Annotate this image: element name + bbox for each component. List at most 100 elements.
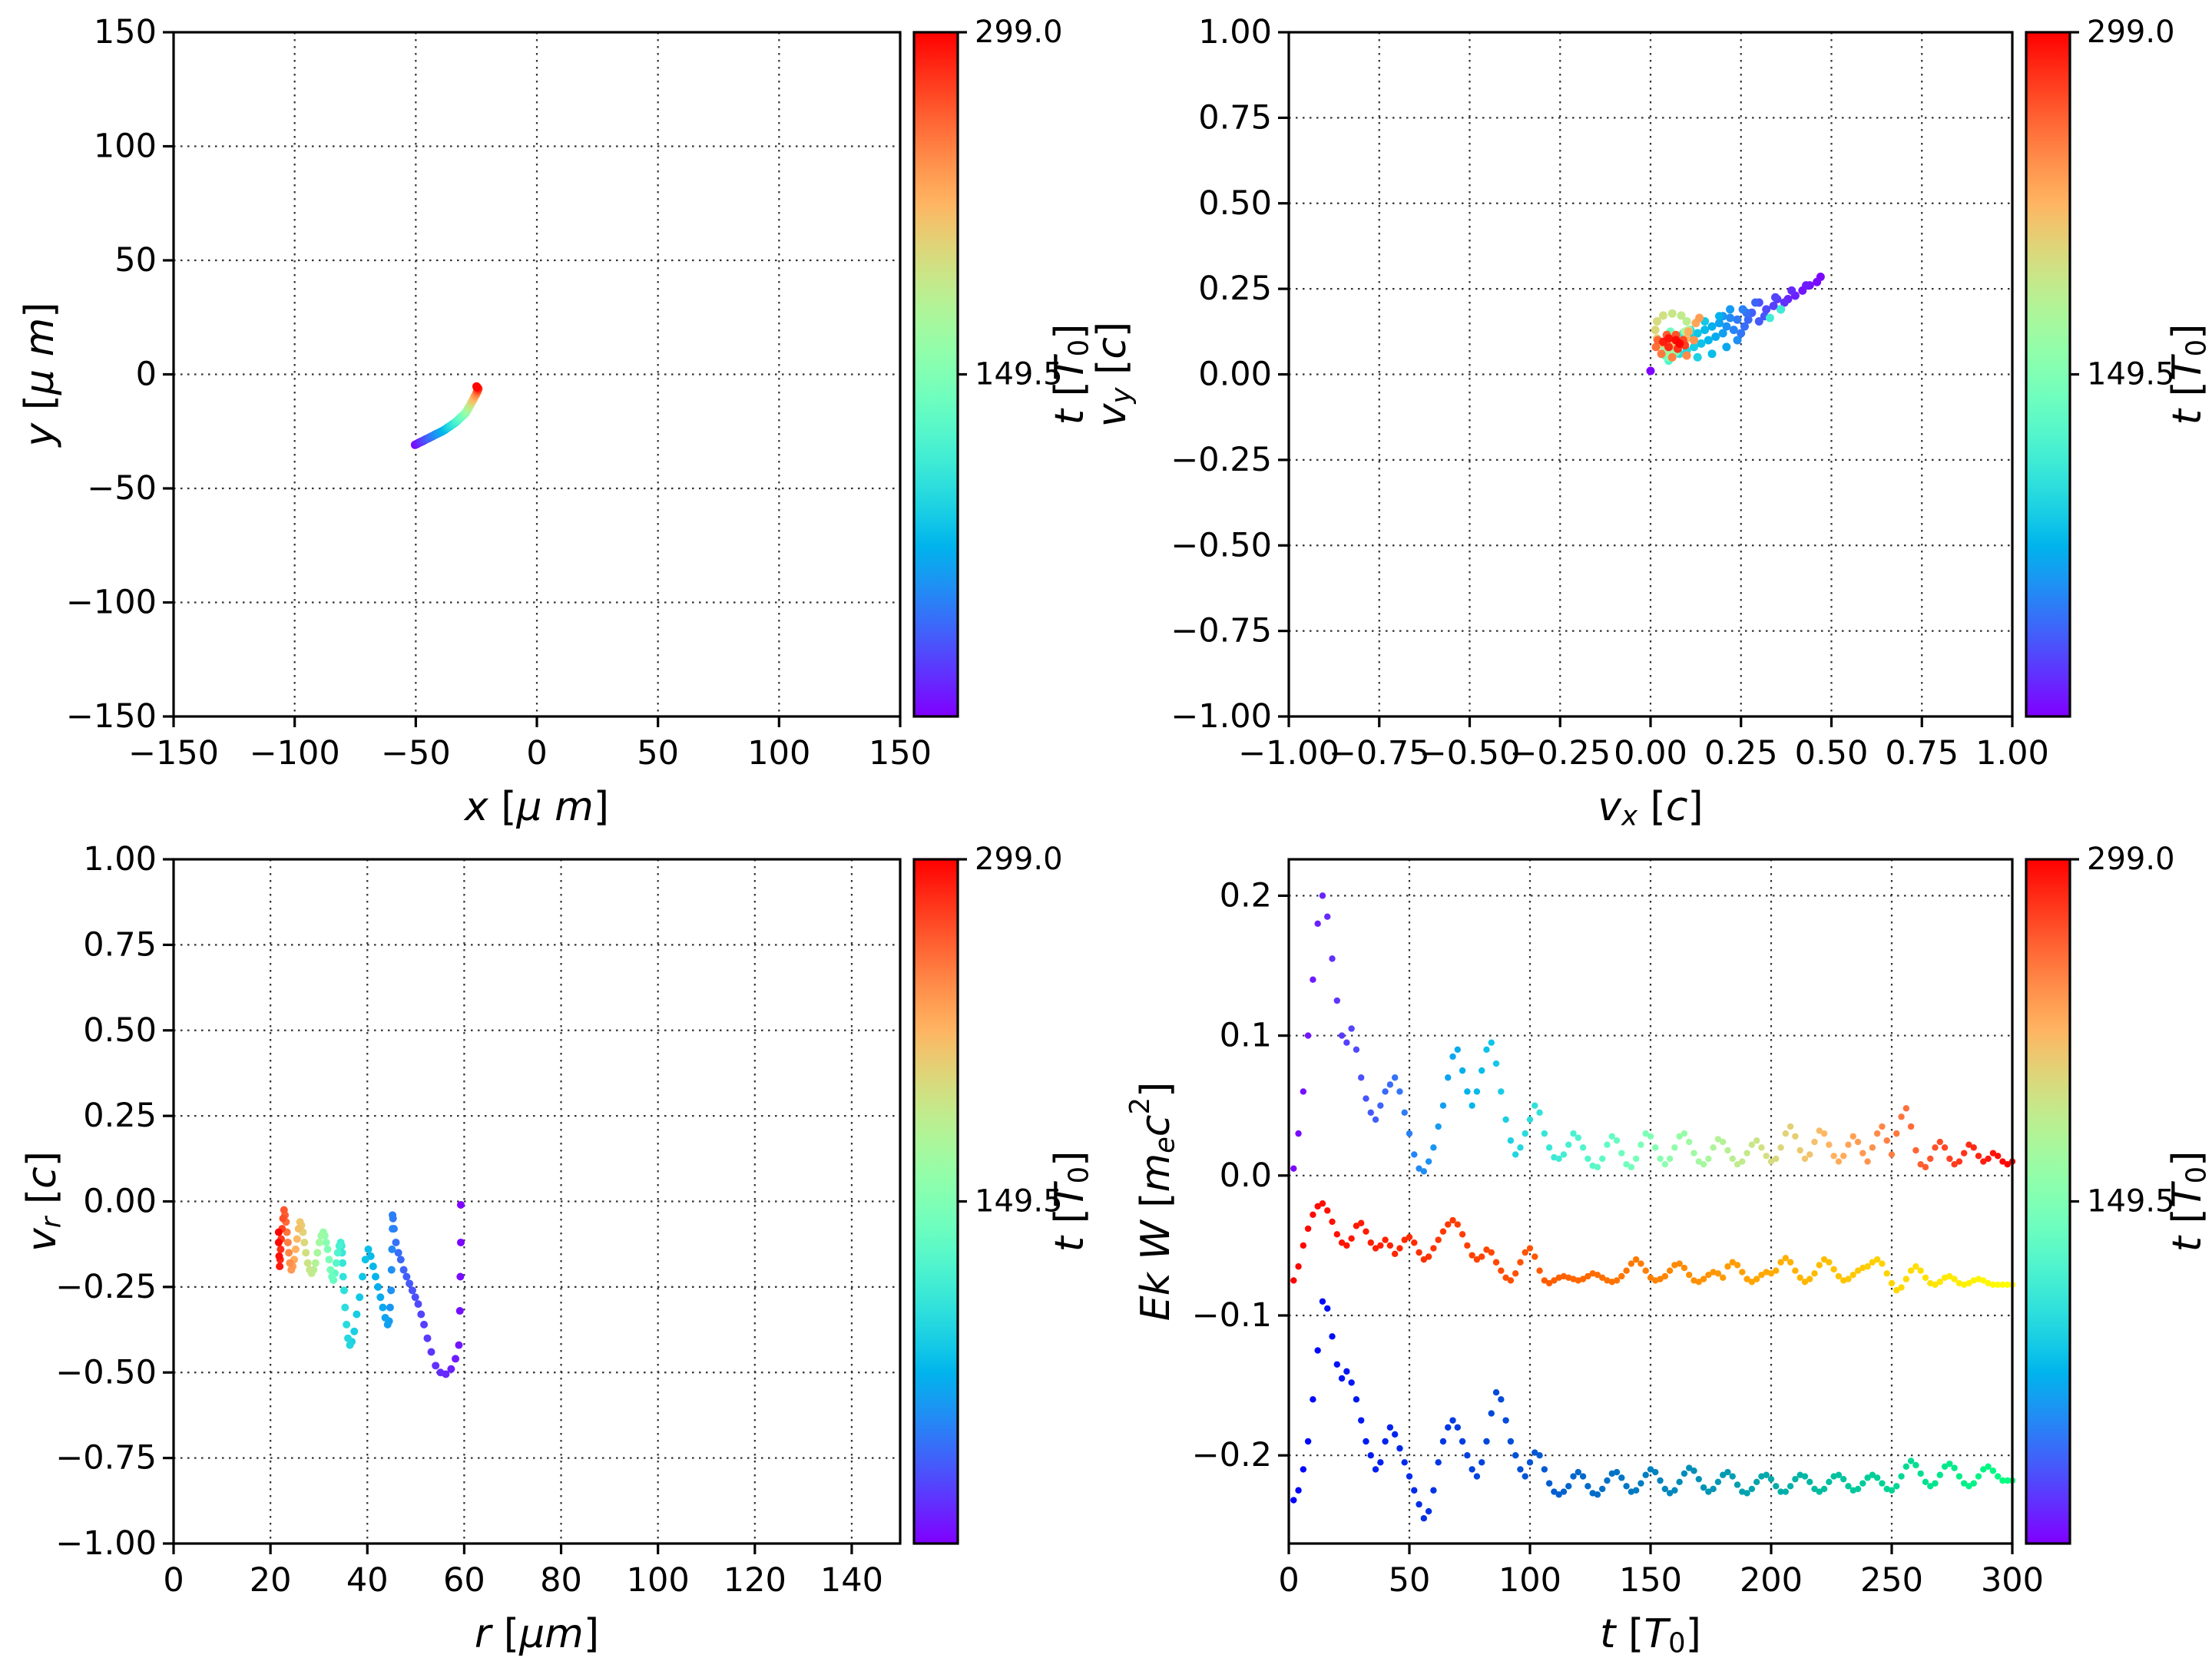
svg-text:0.25: 0.25 bbox=[83, 1097, 157, 1135]
svg-text:0: 0 bbox=[1278, 1561, 1299, 1600]
svg-text:0.50: 0.50 bbox=[1198, 184, 1272, 223]
gridlines bbox=[172, 858, 900, 1545]
svg-text:−0.25: −0.25 bbox=[1509, 734, 1611, 773]
gridlines bbox=[1287, 859, 2014, 1544]
svg-text:0.00: 0.00 bbox=[1198, 356, 1272, 394]
svg-text:t [T0]: t [T0] bbox=[1047, 1151, 1094, 1252]
svg-text:−0.25: −0.25 bbox=[55, 1268, 157, 1306]
svg-text:−1.00: −1.00 bbox=[1238, 734, 1339, 773]
svg-text:vy [c]: vy [c] bbox=[1089, 322, 1137, 427]
svg-text:0.75: 0.75 bbox=[1885, 734, 1959, 773]
svg-text:t [T0]: t [T0] bbox=[1047, 324, 1094, 425]
svg-text:r [μm]: r [μm] bbox=[475, 1611, 599, 1657]
svg-text:299.0: 299.0 bbox=[975, 15, 1063, 50]
svg-text:−0.75: −0.75 bbox=[1329, 734, 1430, 773]
panel-r-vr: 0 20 40 60 80 100 120 140 −1.00 −0.75 −0.50 −0.25 0.… bbox=[19, 840, 1094, 1657]
svg-text:149.5: 149.5 bbox=[975, 1184, 1063, 1219]
svg-text:−0.75: −0.75 bbox=[55, 1439, 157, 1477]
svg-text:−0.75: −0.75 bbox=[1171, 612, 1272, 650]
svg-text:0.75: 0.75 bbox=[1198, 98, 1272, 137]
svg-text:299.0: 299.0 bbox=[975, 842, 1063, 877]
svg-text:50: 50 bbox=[114, 241, 157, 280]
svg-text:Ek W [mec2]: Ek W [mec2] bbox=[1124, 1082, 1181, 1322]
svg-text:299.0: 299.0 bbox=[2087, 15, 2175, 50]
svg-text:0: 0 bbox=[526, 734, 547, 773]
svg-text:0.50: 0.50 bbox=[1795, 734, 1869, 773]
svg-text:300: 300 bbox=[1981, 1561, 2044, 1600]
panel-xy-trajectory: −150 −100 −50 0 50 100 150 −150 −100 −50 0 50 100 150… bbox=[17, 13, 1094, 830]
svg-text:250: 250 bbox=[1860, 1561, 1923, 1600]
svg-text:40: 40 bbox=[346, 1561, 389, 1600]
svg-text:0: 0 bbox=[136, 356, 157, 394]
svg-text:150: 150 bbox=[94, 13, 157, 51]
svg-text:−100: −100 bbox=[250, 734, 340, 773]
svg-text:0.25: 0.25 bbox=[1704, 734, 1778, 773]
colorbar-1: 299.0 149.5t [T0] bbox=[2025, 15, 2212, 718]
svg-text:1.00: 1.00 bbox=[1198, 13, 1272, 51]
svg-text:t [T0]: t [T0] bbox=[2164, 324, 2212, 425]
colorbar-2: 299.0 149.5t [T0] bbox=[912, 842, 1094, 1545]
svg-text:0.75: 0.75 bbox=[83, 925, 157, 964]
axis-ticks: 0 20 40 60 80 100 120 140 −1.00 −0.75 −0.50 −0.25 0.… bbox=[55, 840, 883, 1600]
svg-text:−0.50: −0.50 bbox=[55, 1353, 157, 1391]
svg-text:−100: −100 bbox=[66, 584, 157, 622]
svg-text:149.5: 149.5 bbox=[975, 357, 1063, 392]
axis-ticks: 0 50 100 150 200 250 300 0.2 0.1 0.0 −0.1 −0.2 bbox=[1192, 876, 2044, 1600]
svg-text:149.5: 149.5 bbox=[2087, 1184, 2175, 1219]
svg-text:t [T0]: t [T0] bbox=[1600, 1611, 1701, 1659]
svg-text:200: 200 bbox=[1740, 1561, 1803, 1600]
svg-text:−0.50: −0.50 bbox=[1171, 526, 1272, 564]
svg-text:−1.00: −1.00 bbox=[55, 1524, 157, 1563]
svg-text:60: 60 bbox=[443, 1561, 485, 1600]
data-layer bbox=[1290, 892, 2016, 1522]
svg-text:0.00: 0.00 bbox=[1614, 734, 1687, 773]
svg-text:0: 0 bbox=[163, 1561, 184, 1600]
svg-text:299.0: 299.0 bbox=[2087, 842, 2175, 877]
svg-text:120: 120 bbox=[724, 1561, 786, 1600]
data-layer bbox=[1646, 273, 1825, 376]
svg-text:149.5: 149.5 bbox=[2087, 357, 2175, 392]
svg-text:100: 100 bbox=[94, 127, 157, 166]
svg-text:−150: −150 bbox=[128, 734, 219, 773]
svg-text:vx [c]: vx [c] bbox=[1598, 784, 1703, 832]
data-layer bbox=[274, 1200, 465, 1378]
colorbar-0: 299.0 149.5t [T0] bbox=[912, 15, 1094, 718]
svg-text:100: 100 bbox=[627, 1561, 690, 1600]
svg-text:1.00: 1.00 bbox=[83, 840, 157, 879]
svg-text:50: 50 bbox=[637, 734, 679, 773]
svg-text:100: 100 bbox=[1498, 1561, 1561, 1600]
svg-text:150: 150 bbox=[1619, 1561, 1682, 1600]
svg-text:0.2: 0.2 bbox=[1220, 876, 1272, 915]
svg-text:0.25: 0.25 bbox=[1198, 270, 1272, 308]
data-layer bbox=[410, 382, 483, 449]
axis-ticks: −150 −100 −50 0 50 100 150 −150 −100 −50 0 50 100 150 bbox=[66, 13, 932, 773]
svg-text:−1.00: −1.00 bbox=[1171, 697, 1272, 736]
gridlines bbox=[172, 31, 902, 718]
svg-text:140: 140 bbox=[820, 1561, 883, 1600]
svg-text:0.00: 0.00 bbox=[83, 1183, 157, 1221]
svg-text:80: 80 bbox=[540, 1561, 582, 1600]
axis-ticks: −1.00−0.75−0.50−0.25 0.00 0.25 0.50 0.75 1.00… bbox=[1171, 13, 2049, 773]
colorbar-3: 299.0 149.5t [T0] bbox=[2025, 842, 2212, 1545]
svg-text:20: 20 bbox=[250, 1561, 292, 1600]
svg-text:0.1: 0.1 bbox=[1220, 1017, 1272, 1055]
svg-text:1.00: 1.00 bbox=[1975, 734, 2049, 773]
svg-text:y [μ m]: y [μ m] bbox=[17, 302, 63, 448]
svg-text:0.50: 0.50 bbox=[83, 1011, 157, 1050]
panel-energy-time: 0 50 100 150 200 250 300 0.2 0.1 0.0 −0.1 −0.2 t [T0… bbox=[1124, 842, 2212, 1659]
svg-text:vr [c]: vr [c] bbox=[19, 1151, 67, 1252]
svg-text:x [μ m]: x [μ m] bbox=[463, 784, 609, 830]
panel-vx-vy: −1.00−0.75−0.50−0.25 0.00 0.25 0.50 0.75 1.00… bbox=[1089, 13, 2212, 832]
svg-text:0.0: 0.0 bbox=[1220, 1156, 1272, 1195]
svg-text:−50: −50 bbox=[381, 734, 451, 773]
svg-text:−0.2: −0.2 bbox=[1192, 1436, 1272, 1474]
svg-text:−50: −50 bbox=[87, 469, 157, 508]
svg-text:−0.50: −0.50 bbox=[1419, 734, 1521, 773]
svg-text:150: 150 bbox=[869, 734, 932, 773]
svg-text:−150: −150 bbox=[66, 697, 157, 736]
svg-text:50: 50 bbox=[1389, 1561, 1431, 1600]
svg-text:100: 100 bbox=[747, 734, 810, 773]
svg-text:t [T0]: t [T0] bbox=[2164, 1151, 2212, 1252]
